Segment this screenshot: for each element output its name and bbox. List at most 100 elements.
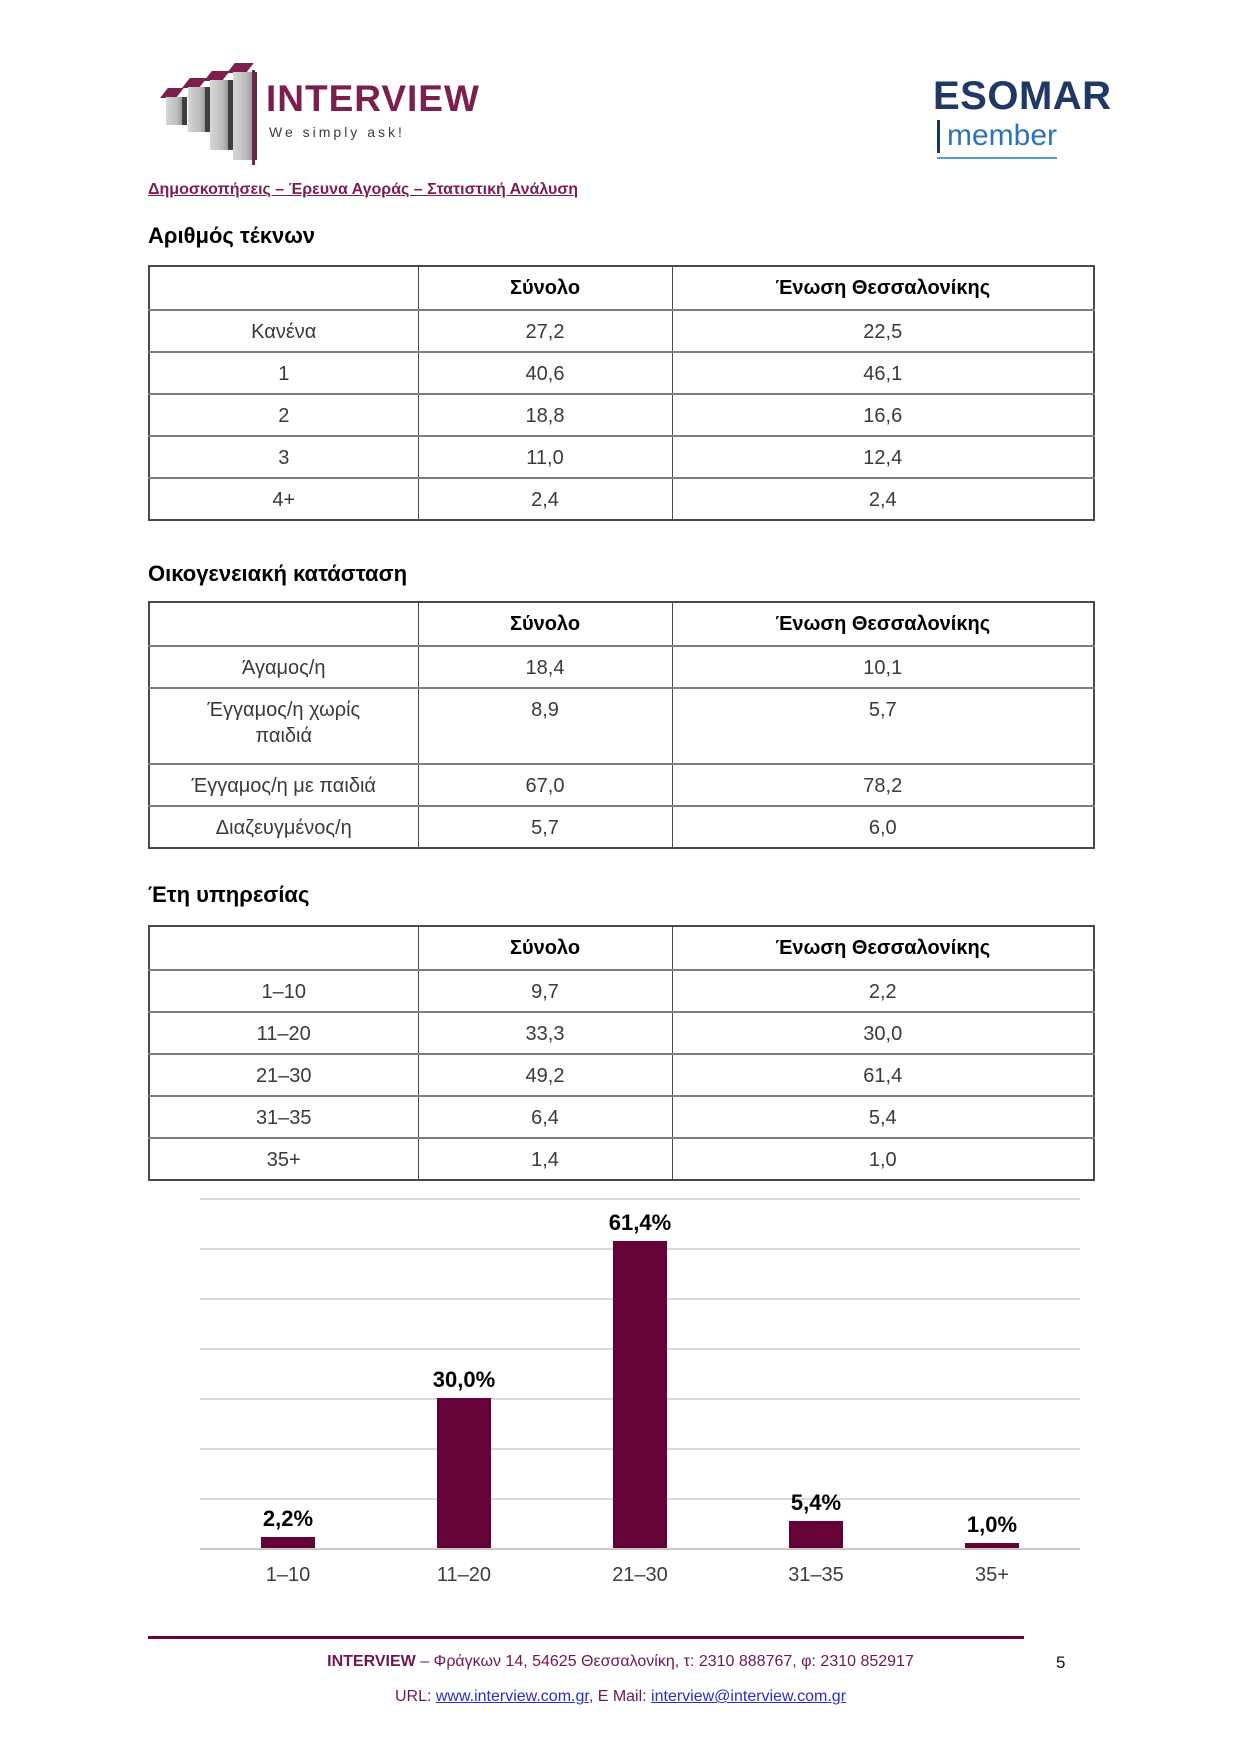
- cell-value: 6,4: [417, 1095, 672, 1138]
- table-row: 1 40,6 46,1: [149, 351, 1094, 394]
- cell-value: 8,9: [417, 687, 672, 764]
- x-axis-label: 1–10: [265, 1564, 311, 1586]
- row-label: Διαζευγμένος/η: [149, 805, 418, 848]
- footer-links-line: URL: www.interview.com.gr, E Mail: inter…: [0, 1688, 1241, 1706]
- cell-value: 22,5: [671, 309, 1094, 352]
- x-axis-label: 21–30: [612, 1564, 668, 1586]
- x-axis-label: 11–20: [436, 1564, 492, 1586]
- bar: [965, 1543, 1019, 1548]
- cell-value: 2,4: [417, 477, 672, 520]
- esomar-underline: [937, 157, 1057, 159]
- brand-name: INTERVIEW: [266, 78, 480, 119]
- cell-value: 6,0: [671, 805, 1094, 848]
- cell-value: 16,6: [671, 393, 1094, 436]
- column-header: [149, 602, 418, 646]
- page-number: 5: [1056, 1653, 1066, 1672]
- table-row: Έγγαμος/η με παιδιά 67,0 78,2: [149, 763, 1094, 806]
- cell-value: 1,4: [417, 1137, 672, 1180]
- bar: [789, 1521, 843, 1548]
- row-label: 35+: [149, 1137, 418, 1180]
- children-table: Σύνολο Ένωση Θεσσαλονίκης Κανένα 27,2 22,5 1 4…: [148, 265, 1095, 521]
- column-header: [149, 266, 418, 310]
- table-row: Διαζευγμένος/η 5,7 6,0: [149, 805, 1094, 848]
- table-row: 1–10 9,7 2,2: [149, 969, 1094, 1012]
- esomar-logo: ESOMAR: [933, 74, 1112, 118]
- bar-value-label: 61,4%: [608, 1210, 672, 1235]
- bar-chart-3d-icon: [148, 63, 257, 165]
- cell-value: 18,4: [417, 645, 672, 688]
- department-line: Δημοσκοπήσεις – Έρευνα Αγοράς – Στατιστι…: [148, 181, 579, 198]
- x-axis-label: 35+: [975, 1564, 1009, 1586]
- row-label: 31–35: [149, 1095, 418, 1138]
- cell-value: 61,4: [671, 1053, 1094, 1096]
- column-header: Σύνολο: [417, 266, 672, 310]
- footer-rule: [148, 1636, 1024, 1639]
- table-row: 21–30 49,2 61,4: [149, 1053, 1094, 1096]
- years-of-service-table: Σύνολο Ένωση Θεσσαλονίκης 1–10 9,7 2,2 11–20 3…: [148, 925, 1095, 1181]
- esomar-member-text: member: [947, 119, 1058, 152]
- cell-value: 10,1: [671, 645, 1094, 688]
- family-status-table: Σύνολο Ένωση Θεσσαλονίκης Άγαμος/η 18,4 10,1…: [148, 601, 1095, 849]
- cell-value: 9,7: [417, 969, 672, 1012]
- row-label: 1: [149, 351, 418, 394]
- header-row: Σύνολο Ένωση Θεσσαλονίκης: [149, 602, 1094, 646]
- cell-value: 5,7: [417, 805, 672, 848]
- bar: [437, 1398, 491, 1548]
- cell-value: 2,4: [671, 477, 1094, 520]
- cell-value: 2,2: [671, 969, 1094, 1012]
- row-label: Έγγαμος/η χωρίς παιδιά: [149, 687, 418, 764]
- bar: [261, 1537, 315, 1548]
- bar-value-label: 2,2%: [262, 1506, 314, 1531]
- table-row: 2 18,8 16,6: [149, 393, 1094, 436]
- table-row: 4+ 2,4 2,4: [149, 477, 1094, 520]
- cell-value: 27,2: [417, 309, 672, 352]
- footer-email-link[interactable]: interview@interview.com.gr: [651, 1688, 847, 1705]
- table-row: Κανένα 27,2 22,5: [149, 309, 1094, 352]
- table-row: Έγγαμος/η χωρίς παιδιά 8,9 5,7: [149, 687, 1094, 764]
- table-row: 31–35 6,4 5,4: [149, 1095, 1094, 1138]
- footer-url-link[interactable]: www.interview.com.gr: [435, 1688, 589, 1705]
- row-label: Έγγαμος/η με παιδιά: [149, 763, 418, 806]
- row-label: 1–10: [149, 969, 418, 1012]
- row-label: 4+: [149, 477, 418, 520]
- logo-divider: [252, 70, 255, 165]
- cell-value: 78,2: [671, 763, 1094, 806]
- footer-email-label: , E Mail:: [588, 1688, 652, 1705]
- logo-bar: [182, 78, 210, 132]
- cell-value: 18,8: [417, 393, 672, 436]
- row-label: Άγαμος/η: [149, 645, 418, 688]
- chart-plot-area: 2,2% 30,0% 61,4% 5,4% 1,0%: [200, 1198, 1080, 1550]
- x-axis-label: 31–35: [788, 1564, 844, 1586]
- column-header: [149, 926, 418, 970]
- footer-contact-line: INTERVIEW – Φράγκων 14, 54625 Θεσσαλονίκ…: [0, 1653, 1241, 1671]
- cell-value: 11,0: [417, 435, 672, 478]
- footer-brand: INTERVIEW: [327, 1653, 416, 1670]
- row-label: 3: [149, 435, 418, 478]
- footer-url-label: URL:: [394, 1688, 436, 1705]
- column-header: Ένωση Θεσσαλονίκης: [671, 926, 1094, 970]
- logo-bar: [204, 71, 233, 150]
- column-header: Σύνολο: [417, 926, 672, 970]
- column-header: Σύνολο: [417, 602, 672, 646]
- cell-value: 1,0: [671, 1137, 1094, 1180]
- bar: [613, 1241, 667, 1548]
- row-label: Κανένα: [149, 309, 418, 352]
- esomar-member-label: member: [937, 119, 1057, 153]
- table-row: 35+ 1,4 1,0: [149, 1137, 1094, 1180]
- esomar-member-bar: [937, 119, 940, 153]
- logo-bar: [227, 63, 257, 160]
- chart-x-axis: 1–10 11–20 21–30 31–35 35+: [200, 1564, 1080, 1594]
- cell-value: 40,6: [417, 351, 672, 394]
- brand-slogan: We simply ask!: [269, 124, 405, 140]
- column-header: Ένωση Θεσσαλονίκης: [671, 266, 1094, 310]
- bar-value-label: 30,0%: [432, 1367, 496, 1392]
- cell-value: 5,4: [671, 1095, 1094, 1138]
- cell-value: 49,2: [417, 1053, 672, 1096]
- cell-value: 33,3: [417, 1011, 672, 1054]
- cell-value: 30,0: [671, 1011, 1094, 1054]
- footer-contact-text: – Φράγκων 14, 54625 Θεσσαλονίκη, τ: 2310…: [415, 1653, 914, 1670]
- cell-value: 67,0: [417, 763, 672, 806]
- row-label: 2: [149, 393, 418, 436]
- column-header: Ένωση Θεσσαλονίκης: [671, 602, 1094, 646]
